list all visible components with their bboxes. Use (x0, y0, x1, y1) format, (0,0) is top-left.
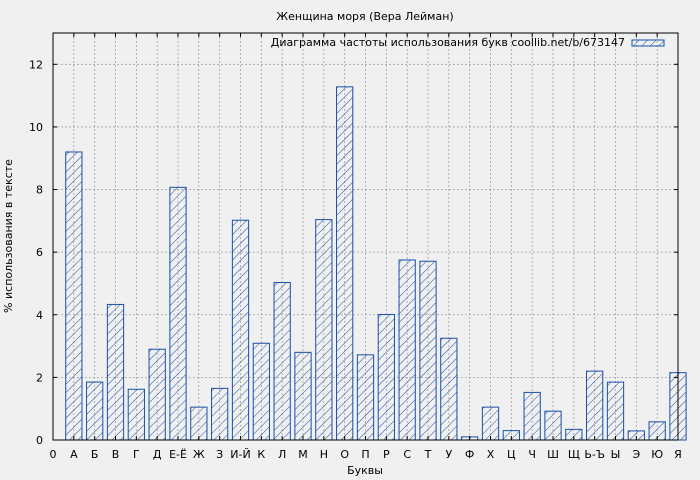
x-tick-label: С (403, 448, 411, 461)
bar-Б (86, 381, 104, 441)
bar-И-Й (231, 219, 250, 441)
bar-А (65, 151, 83, 441)
bar-Ш (544, 410, 562, 441)
bar-П (356, 354, 375, 441)
y-tick-label: 6 (36, 246, 43, 259)
bar-Д (148, 348, 166, 441)
x-tick-label: Щ (568, 448, 580, 461)
bar-О (336, 86, 354, 441)
bar-М (294, 351, 312, 441)
bar-Н (315, 219, 333, 441)
bar-К (252, 342, 270, 441)
x-tick-label: И-Й (230, 448, 250, 461)
bar-Т (419, 260, 437, 441)
legend: Диаграмма частоты использования букв coo… (271, 36, 665, 49)
bar-Ь-Ъ (586, 370, 604, 441)
x-tick-label: Л (278, 448, 286, 461)
y-tick-label: 0 (36, 434, 43, 447)
x-tick-label: Н (320, 448, 328, 461)
bar-В (106, 303, 125, 441)
x-tick-label: В (112, 448, 120, 461)
legend-label: Диаграмма частоты использования букв coo… (271, 36, 625, 49)
bar-Р (377, 313, 395, 441)
bar-З (211, 387, 229, 441)
x-tick-label: Ж (193, 448, 205, 461)
x-tick-label: Т (424, 448, 432, 461)
bars (65, 86, 687, 441)
x-tick-label: Х (487, 448, 495, 461)
bar-Ч (523, 391, 541, 441)
y-tick-label: 12 (29, 58, 43, 71)
x-axis-label: Буквы (347, 464, 383, 477)
x-tick-label: Ц (507, 448, 516, 461)
x-tick-label: М (298, 448, 308, 461)
x-tick-label: 0 (50, 448, 57, 461)
y-tick-label: 8 (36, 184, 43, 197)
x-tick-label: З (216, 448, 223, 461)
x-tick-label: Д (153, 448, 162, 461)
x-tick-label: Б (91, 448, 99, 461)
x-tick-label: Ш (547, 448, 559, 461)
x-tick-label: Я (674, 448, 682, 461)
x-tick-label: У (445, 448, 452, 461)
x-tick-label: П (361, 448, 369, 461)
x-tick-label: К (257, 448, 265, 461)
y-tick-label: 10 (29, 121, 43, 134)
x-tick-label: О (340, 448, 349, 461)
x-tick-label: Ы (611, 448, 621, 461)
chart-title: Женщина моря (Вера Лейман) (276, 10, 453, 23)
x-tick-label: А (70, 448, 78, 461)
x-tick-label: Э (632, 448, 640, 461)
bar-Ж (190, 406, 208, 441)
y-axis-label: % использования в тексте (2, 159, 15, 313)
x-tick-label: Ч (528, 448, 536, 461)
x-tick-label: Р (383, 448, 390, 461)
bar-Х (481, 406, 500, 441)
bar-С (398, 259, 416, 441)
x-tick-label: Е-Ё (169, 448, 187, 461)
bar-Л (273, 282, 291, 441)
y-tick-label: 2 (36, 371, 43, 384)
legend-swatch (631, 39, 665, 47)
bar-Г (127, 388, 145, 441)
grid-lines (53, 33, 679, 440)
x-tick-label: Ь-Ъ (584, 448, 605, 461)
bar-У (440, 337, 458, 441)
x-tick-label: Ф (465, 448, 474, 461)
bar-Е-Ё (169, 186, 187, 441)
x-tick-label: Г (133, 448, 140, 461)
bar-Ы (606, 381, 625, 441)
y-tick-label: 4 (36, 309, 43, 322)
x-tick-label: Ю (651, 448, 663, 461)
